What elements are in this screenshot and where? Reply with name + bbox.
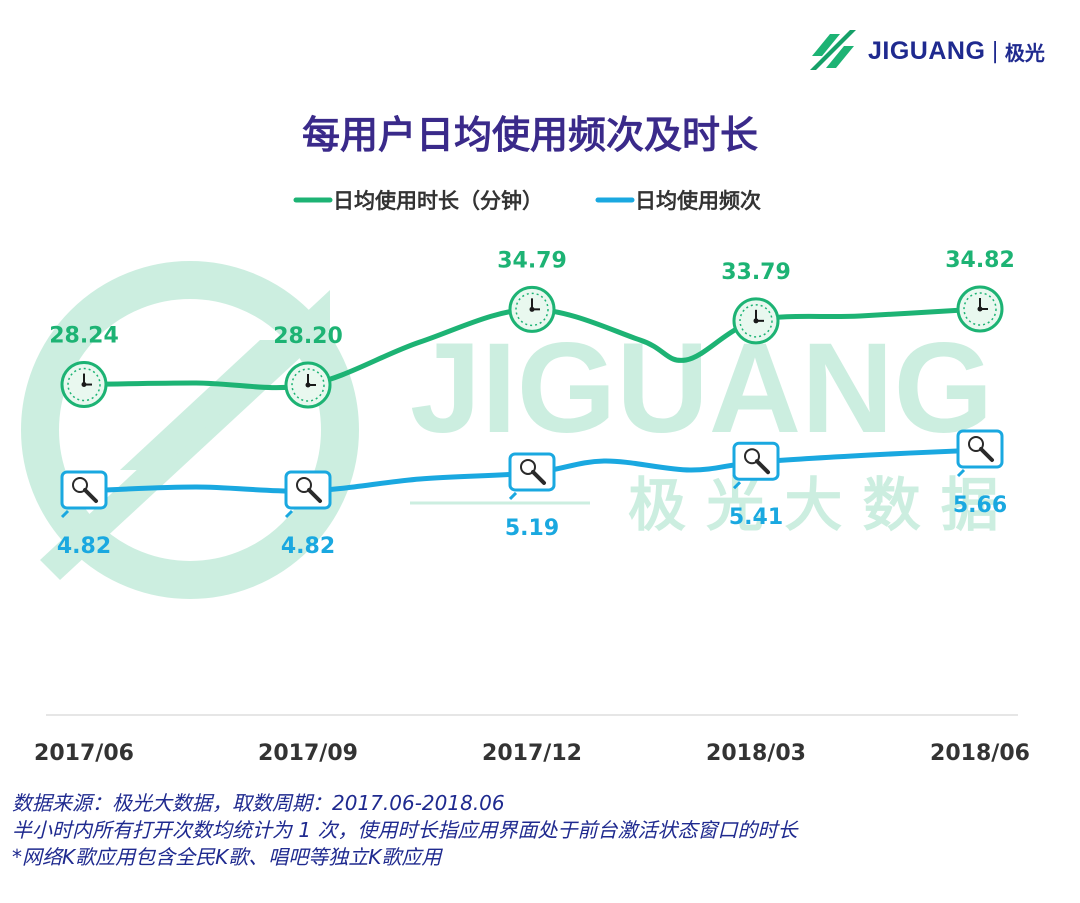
watermark-text: JIGUANG: [410, 317, 993, 460]
clock-icon: [60, 361, 108, 409]
duration-data-label: 28.24: [49, 324, 119, 349]
microphone-icon: [732, 441, 780, 490]
duration-series-line: [81, 306, 983, 391]
frequency-data-label: 5.19: [505, 516, 559, 541]
watermark-logo-icon: [21, 261, 359, 599]
frequency-data-label: 5.41: [729, 505, 783, 530]
x-tick-label: 2017/09: [258, 741, 358, 766]
frequency-data-label: 4.82: [281, 534, 335, 559]
legend-frequency-label: 日均使用频次: [635, 189, 761, 213]
clock-icon: [508, 285, 556, 333]
line-chart: JIGUANG 极 光 大 数 据 日均使用时长（分钟） 日均使用频次 28.2…: [21, 189, 1030, 766]
logo-text: JIGUANG: [868, 36, 986, 65]
x-tick-label: 2018/03: [706, 741, 806, 766]
brand-logo: JIGUANG | 极光: [806, 26, 1045, 76]
microphone-icon: [284, 470, 332, 519]
duration-data-label: 33.79: [721, 260, 791, 285]
x-tick-label: 2017/12: [482, 741, 582, 766]
duration-data-label: 34.79: [497, 248, 567, 273]
source-note: 数据来源：极光大数据，取数周期：2017.06-2018.06: [12, 791, 505, 815]
watermark: JIGUANG 极 光 大 数 据: [21, 261, 999, 599]
source-note: 半小时内所有打开次数均统计为 1 次，使用时长指应用界面处于前台激活状态窗口的时…: [12, 818, 798, 842]
x-tick-label: 2018/06: [930, 741, 1030, 766]
legend: 日均使用时长（分钟） 日均使用频次: [293, 189, 761, 213]
source-notes: 数据来源：极光大数据，取数周期：2017.06-2018.06 半小时内所有打开…: [12, 790, 797, 871]
x-tick-label: 2017/06: [34, 741, 134, 766]
logo-separator: |: [991, 38, 999, 64]
duration-data-label: 28.20: [273, 324, 343, 349]
clock-icon: [284, 361, 332, 409]
frequency-data-label: 5.66: [953, 493, 1007, 518]
plot-area: 28.24 28.20 34.79 33.79 34.82 4.82 4.82 5.19 5.4…: [34, 248, 1030, 766]
microphone-icon: [956, 429, 1004, 478]
logo-cn-text: 极光: [1004, 40, 1045, 65]
clock-icon: [956, 285, 1004, 333]
source-note: *网络K歌应用包含全民K歌、唱吧等独立K歌应用: [12, 845, 442, 869]
watermark-cn-text: 极 光 大 数 据: [628, 471, 999, 539]
microphone-icon: [60, 470, 108, 519]
legend-duration-label: 日均使用时长（分钟）: [333, 189, 543, 213]
chart-title: 每用户日均使用频次及时长: [301, 113, 758, 157]
microphone-icon: [508, 452, 556, 501]
jiguang-logo-icon: [810, 30, 856, 70]
frequency-series-line: [81, 447, 983, 494]
clock-icon: [732, 297, 780, 345]
duration-data-label: 34.82: [945, 248, 1015, 273]
frequency-data-label: 4.82: [57, 534, 111, 559]
